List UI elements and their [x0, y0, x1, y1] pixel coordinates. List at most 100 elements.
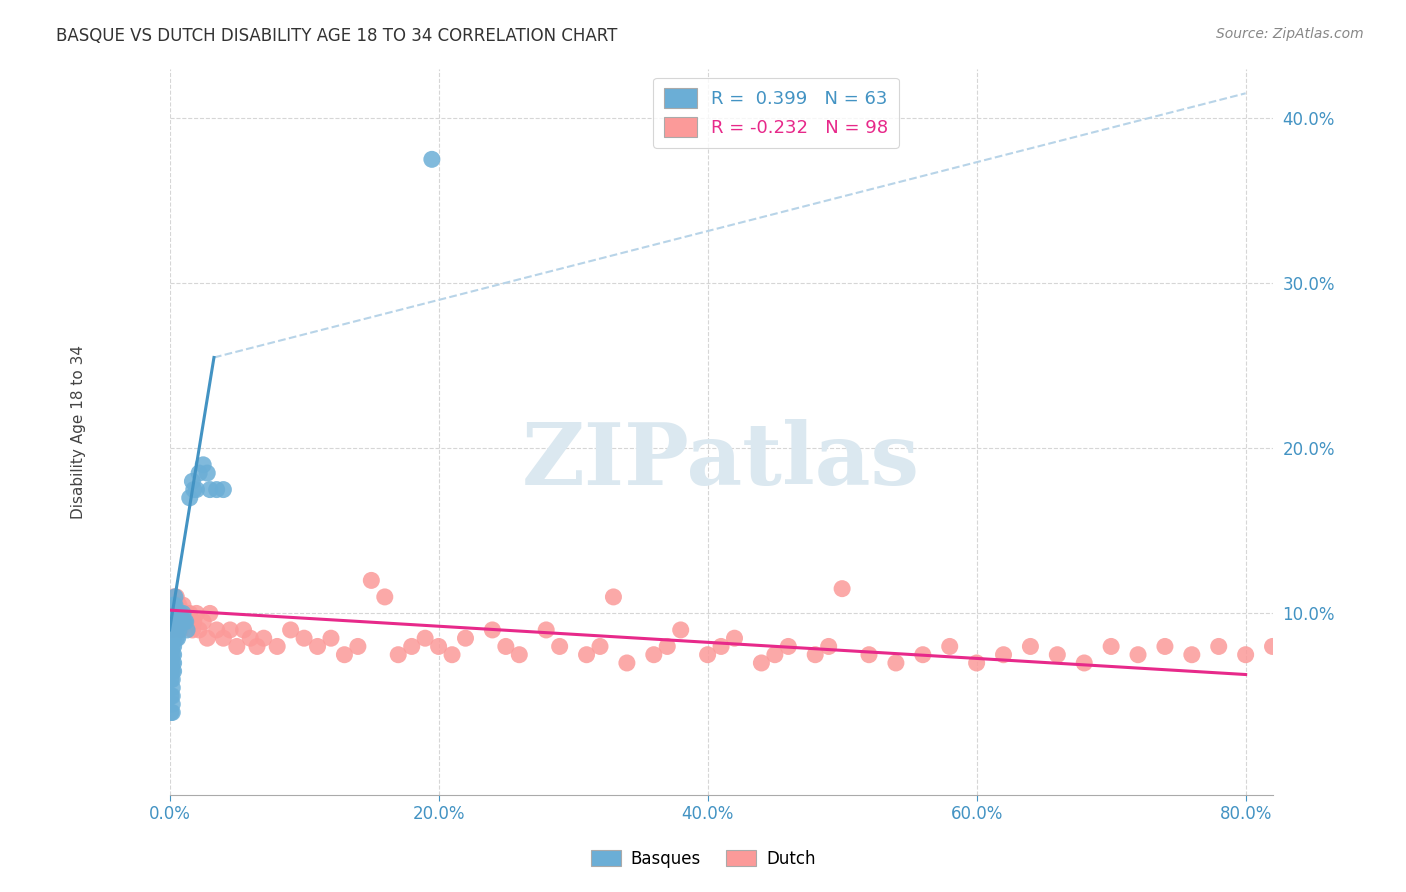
Point: [160, 673, 183, 687]
Point: [427, 640, 450, 654]
Point: [186, 607, 208, 621]
Point: [280, 623, 302, 637]
Point: [387, 648, 409, 662]
Point: [162, 698, 184, 712]
Point: [219, 623, 242, 637]
Point: [495, 640, 517, 654]
Point: [1126, 648, 1149, 662]
Text: ZIPatlas: ZIPatlas: [522, 419, 920, 503]
Point: [162, 615, 184, 629]
Point: [162, 607, 184, 621]
Point: [162, 607, 184, 621]
Point: [163, 623, 186, 637]
Point: [174, 615, 197, 629]
Point: [696, 648, 718, 662]
Point: [266, 640, 288, 654]
Point: [167, 615, 190, 629]
Point: [643, 648, 665, 662]
Point: [1154, 640, 1177, 654]
Point: [166, 615, 188, 629]
Point: [162, 615, 184, 629]
Point: [374, 590, 396, 604]
Point: [911, 648, 934, 662]
Point: [1341, 656, 1364, 670]
Point: [548, 640, 571, 654]
Point: [195, 466, 218, 480]
Point: [589, 640, 612, 654]
Point: [166, 598, 188, 612]
Point: [181, 475, 204, 489]
Point: [163, 598, 186, 612]
Point: [763, 648, 786, 662]
Point: [253, 631, 276, 645]
Point: [163, 590, 186, 604]
Point: [1073, 656, 1095, 670]
Point: [163, 607, 186, 621]
Point: [162, 640, 184, 654]
Point: [360, 574, 382, 588]
Point: [165, 615, 187, 629]
Point: [160, 640, 183, 654]
Point: [176, 607, 198, 621]
Point: [938, 640, 960, 654]
Point: [420, 153, 443, 167]
Point: [188, 623, 211, 637]
Point: [246, 640, 269, 654]
Point: [212, 631, 235, 645]
Point: [169, 623, 191, 637]
Text: Source: ZipAtlas.com: Source: ZipAtlas.com: [1216, 27, 1364, 41]
Point: [162, 623, 184, 637]
Point: [198, 483, 221, 497]
Point: [188, 466, 211, 480]
Point: [170, 615, 193, 629]
Point: [162, 623, 184, 637]
Point: [162, 615, 184, 629]
Point: [169, 615, 191, 629]
Point: [205, 483, 228, 497]
Point: [162, 656, 184, 670]
Point: [205, 623, 228, 637]
Point: [160, 664, 183, 678]
Point: [162, 673, 184, 687]
Y-axis label: Disability Age 18 to 34: Disability Age 18 to 34: [72, 345, 86, 519]
Point: [193, 615, 215, 629]
Point: [831, 582, 853, 596]
Point: [1288, 673, 1310, 687]
Point: [172, 615, 194, 629]
Point: [657, 640, 679, 654]
Point: [172, 598, 194, 612]
Point: [669, 623, 692, 637]
Point: [179, 491, 201, 505]
Legend: R =  0.399   N = 63, R = -0.232   N = 98: R = 0.399 N = 63, R = -0.232 N = 98: [654, 78, 898, 148]
Point: [723, 631, 745, 645]
Point: [454, 631, 477, 645]
Point: [162, 590, 184, 604]
Point: [162, 648, 184, 662]
Point: [508, 648, 530, 662]
Point: [179, 607, 201, 621]
Point: [166, 631, 188, 645]
Point: [165, 615, 187, 629]
Point: [575, 648, 598, 662]
Point: [1099, 640, 1122, 654]
Point: [169, 607, 191, 621]
Point: [162, 648, 184, 662]
Point: [181, 623, 204, 637]
Point: [212, 483, 235, 497]
Point: [1261, 640, 1284, 654]
Point: [160, 631, 183, 645]
Point: [173, 607, 195, 621]
Point: [195, 631, 218, 645]
Point: [481, 623, 503, 637]
Point: [162, 631, 184, 645]
Point: [167, 607, 190, 621]
Point: [1181, 648, 1204, 662]
Point: [292, 631, 315, 645]
Point: [1315, 664, 1337, 678]
Point: [162, 681, 184, 695]
Point: [858, 648, 880, 662]
Point: [1396, 673, 1406, 687]
Point: [193, 458, 215, 472]
Point: [198, 607, 221, 621]
Point: [160, 598, 183, 612]
